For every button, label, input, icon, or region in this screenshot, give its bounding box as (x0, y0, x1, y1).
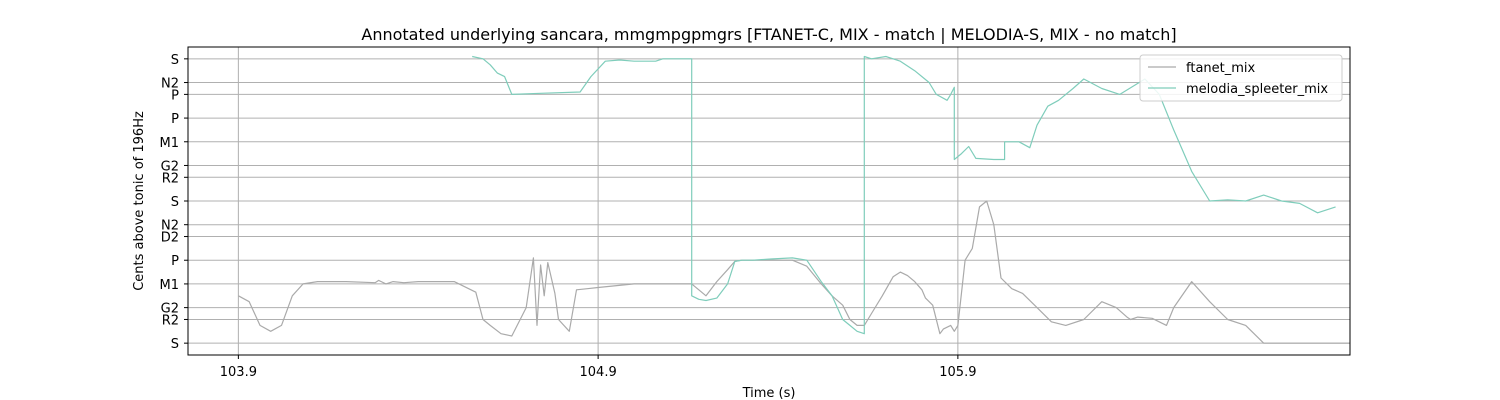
legend-label-melodia-spleeter-mix: melodia_spleeter_mix (1186, 82, 1328, 97)
y-tick-label: G2 (161, 159, 179, 174)
y-tick-label: D2 (161, 231, 179, 246)
legend: ftanet_mix melodia_spleeter_mix (1139, 54, 1343, 102)
series-group (238, 55, 1350, 344)
y-tick-label: P (171, 88, 179, 103)
x-tick-label: 104.9 (580, 365, 617, 380)
y-tick-label: M1 (160, 278, 180, 293)
y-tick-label: S (171, 337, 179, 352)
y-tick-label: G2 (161, 302, 179, 317)
grid (188, 47, 1350, 355)
y-axis-label: Cents above tonic of 196Hz (132, 111, 147, 291)
y-tick-label: M1 (160, 136, 180, 151)
y-tick-label: R2 (162, 171, 179, 186)
series-line-ftanet-mix (238, 200, 1350, 344)
chart-title: Annotated underlying sancara, mmgmpgpmgr… (361, 25, 1176, 44)
legend-label-ftanet-mix: ftanet_mix (1186, 61, 1256, 76)
x-axis-label: Time (s) (742, 386, 796, 400)
y-tick-label: S (171, 195, 179, 210)
y-tick-label: R2 (162, 313, 179, 328)
y-tick-label: S (171, 53, 179, 68)
y-tick-label: P (171, 112, 179, 127)
y-tick-label: N2 (161, 219, 179, 234)
legend-box (1139, 54, 1343, 102)
y-tick-label: P (171, 254, 179, 269)
y-tick-label: N2 (161, 77, 179, 92)
series-line-melodia-spleeter-mix (472, 55, 1336, 335)
x-tick-label: 105.9 (939, 365, 976, 380)
x-tick-label: 103.9 (220, 365, 257, 380)
